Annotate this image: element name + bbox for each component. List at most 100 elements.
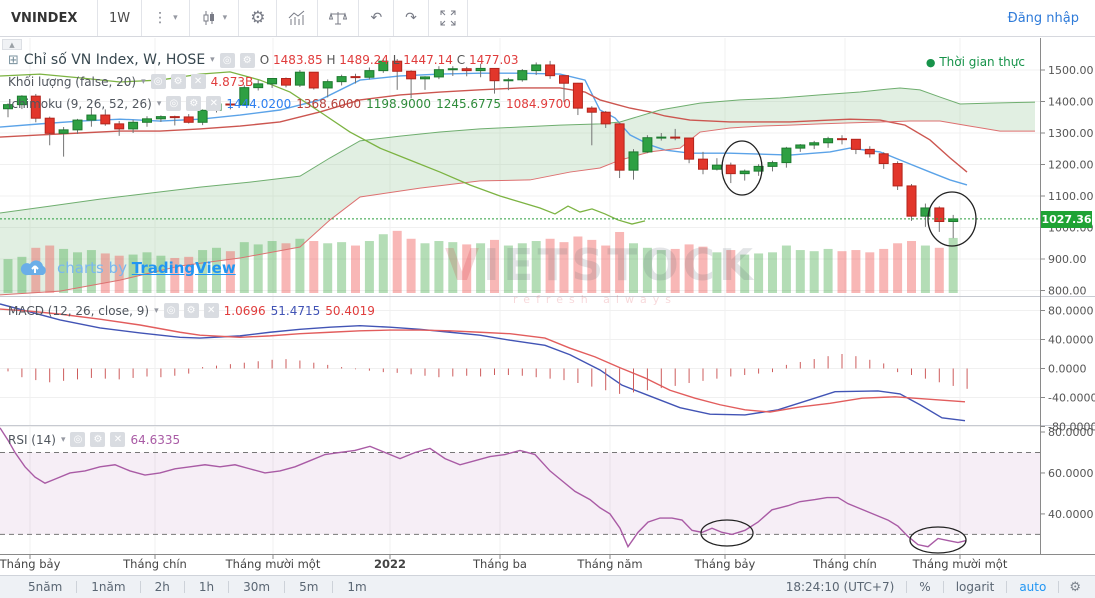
rsi-visibility-button[interactable]: ◎ bbox=[70, 432, 86, 447]
login-label: Đăng nhập bbox=[1007, 10, 1079, 26]
drawing-toolbar-toggle[interactable]: ▲ bbox=[2, 39, 22, 50]
tradingview-link[interactable]: TradingView bbox=[131, 259, 236, 277]
range-30m-button[interactable]: 30m bbox=[243, 580, 271, 594]
volume-remove-button[interactable]: ✕ bbox=[190, 74, 206, 89]
login-link[interactable]: Đăng nhập bbox=[997, 0, 1095, 36]
macd-histogram bbox=[7, 354, 968, 394]
high-value: 1489.24 bbox=[339, 53, 389, 67]
gear-icon: ⚙ bbox=[1069, 579, 1081, 595]
ichimoku-settings-button[interactable]: ⚙ bbox=[186, 96, 202, 111]
rsi-band bbox=[0, 451, 1040, 535]
svg-text:900.00: 900.00 bbox=[1048, 253, 1087, 266]
redo-button[interactable]: ↷ bbox=[394, 0, 429, 36]
candlestick-icon bbox=[203, 11, 214, 25]
series-title: Chỉ số VN Index, W, HOSE bbox=[23, 52, 206, 68]
ichimoku-remove-button[interactable]: ✕ bbox=[206, 96, 222, 111]
svg-text:1100.00: 1100.00 bbox=[1048, 190, 1094, 203]
rsi-settings-button[interactable]: ⚙ bbox=[90, 432, 106, 447]
price-axis: 1500.001400.001300.001200.001100.001000.… bbox=[1040, 64, 1095, 521]
range-2h-button[interactable]: 2h bbox=[154, 580, 170, 594]
macd-visibility-button[interactable]: ◎ bbox=[163, 303, 179, 318]
open-value: 1483.85 bbox=[272, 53, 323, 67]
undo-button[interactable]: ↶ bbox=[359, 0, 395, 36]
rsi-remove-button[interactable]: ✕ bbox=[110, 432, 126, 447]
macd-settings-button[interactable]: ⚙ bbox=[183, 303, 199, 318]
ichimoku-value: 1198.9000 bbox=[366, 96, 432, 111]
ichimoku-value: 1368.6000 bbox=[296, 96, 362, 111]
volume-value: 4.873B bbox=[210, 74, 254, 89]
open-label: O bbox=[259, 53, 270, 67]
close-value: 1477.03 bbox=[468, 53, 519, 67]
series-visibility-button[interactable]: ◎ bbox=[219, 52, 235, 68]
close-label: C bbox=[456, 53, 466, 67]
range-5m-button[interactable]: 5m bbox=[299, 580, 319, 594]
chevron-down-icon[interactable]: ▾ bbox=[60, 434, 66, 445]
ichimoku-chikou bbox=[0, 71, 646, 225]
macd-line bbox=[0, 303, 966, 422]
series-settings-button[interactable]: ⚙ bbox=[239, 52, 255, 68]
interval-menu-button[interactable]: ⋮ ▾ bbox=[142, 0, 190, 36]
volume-settings-button[interactable]: ⚙ bbox=[170, 74, 186, 89]
gear-icon: ⚙ bbox=[250, 8, 266, 28]
svg-text:60.0000: 60.0000 bbox=[1048, 467, 1094, 480]
range-1h-button[interactable]: 1h bbox=[198, 580, 215, 594]
svg-text:Tháng mười một: Tháng mười một bbox=[225, 557, 321, 571]
interval-button[interactable]: 1W bbox=[98, 0, 143, 36]
compare-button[interactable] bbox=[318, 0, 360, 36]
svg-text:1200.00: 1200.00 bbox=[1048, 159, 1094, 172]
time-axis: Tháng bảy Tháng chín Tháng mười một 2022 Thá… bbox=[0, 554, 1008, 571]
clock-label[interactable]: 18:24:10 (UTC+7) bbox=[785, 580, 895, 594]
log-scale-button[interactable]: logarit bbox=[955, 580, 995, 594]
svg-text:2022: 2022 bbox=[374, 557, 406, 571]
macd-hist-value: 1.0696 bbox=[223, 303, 266, 318]
svg-text:80.0000: 80.0000 bbox=[1048, 305, 1094, 318]
svg-text:Tháng năm: Tháng năm bbox=[576, 557, 642, 571]
ichimoku-title: Ichimoku (9, 26, 52, 26) bbox=[8, 96, 152, 111]
rsi-title: RSI (14) bbox=[8, 432, 56, 447]
high-label: H bbox=[326, 53, 336, 67]
kebab-menu-icon: ⋮ bbox=[153, 10, 168, 26]
ichimoku-legend: Ichimoku (9, 26, 52, 26) ▾ ◎ ⚙ ✕ 1444.02… bbox=[8, 96, 571, 111]
main-series-legend: ⊞ Chỉ số VN Index, W, HOSE ▾ ◎ ⚙ O 1483.… bbox=[8, 52, 519, 68]
rsi-legend: RSI (14) ▾ ◎ ⚙ ✕ 64.6335 bbox=[8, 432, 180, 447]
realtime-status: ● Thời gian thực bbox=[926, 55, 1025, 69]
pane-frame bbox=[0, 38, 1095, 555]
chevron-down-icon: ▾ bbox=[173, 13, 178, 23]
symbol-button[interactable]: VNINDEX bbox=[0, 0, 98, 36]
scales-icon bbox=[329, 12, 348, 25]
chevron-down-icon[interactable]: ▾ bbox=[141, 76, 146, 87]
ichimoku-kijun bbox=[0, 87, 968, 173]
svg-text:1500.00: 1500.00 bbox=[1048, 64, 1094, 77]
svg-text:800.00: 800.00 bbox=[1048, 285, 1087, 298]
chevron-down-icon[interactable]: ▾ bbox=[154, 305, 159, 316]
ichimoku-value: 1245.6775 bbox=[436, 96, 501, 111]
range-1m-button[interactable]: 1m bbox=[347, 580, 367, 594]
percent-scale-button[interactable]: % bbox=[919, 580, 931, 594]
ichimoku-visibility-button[interactable]: ◎ bbox=[166, 96, 182, 111]
bottom-toolbar: 5năm 1năm 2h 1h 30m 5m 1m 18:24:10 (UTC+… bbox=[0, 575, 1095, 598]
volume-visibility-button[interactable]: ◎ bbox=[150, 74, 166, 89]
svg-text:Tháng bảy: Tháng bảy bbox=[694, 557, 756, 571]
indicators-button[interactable] bbox=[277, 0, 319, 36]
macd-line-value: 51.4715 bbox=[270, 303, 321, 318]
svg-text:Tháng bảy: Tháng bảy bbox=[0, 557, 61, 571]
range-5y-button[interactable]: 5năm bbox=[28, 580, 63, 594]
chevron-down-icon[interactable]: ▾ bbox=[156, 98, 162, 109]
fullscreen-button[interactable] bbox=[429, 0, 468, 36]
svg-text:40.0000: 40.0000 bbox=[1048, 508, 1094, 521]
ichimoku-cloud bbox=[0, 87, 1035, 295]
realtime-label: Thời gian thực bbox=[939, 55, 1025, 69]
collapse-arrow-icon: ▲ bbox=[9, 40, 15, 49]
macd-remove-button[interactable]: ✕ bbox=[203, 303, 219, 318]
chart-settings-button[interactable]: ⚙ bbox=[239, 0, 278, 36]
range-1y-button[interactable]: 1năm bbox=[91, 580, 126, 594]
axis-settings-button[interactable]: ⚙ bbox=[1059, 580, 1081, 595]
auto-scale-button[interactable]: auto bbox=[1019, 580, 1047, 594]
svg-text:40.0000: 40.0000 bbox=[1048, 334, 1094, 347]
fullscreen-icon bbox=[440, 10, 456, 26]
chevron-down-icon[interactable]: ▾ bbox=[210, 55, 215, 65]
chart-style-button[interactable]: ▾ bbox=[190, 0, 240, 36]
svg-text:Tháng chín: Tháng chín bbox=[122, 557, 187, 571]
